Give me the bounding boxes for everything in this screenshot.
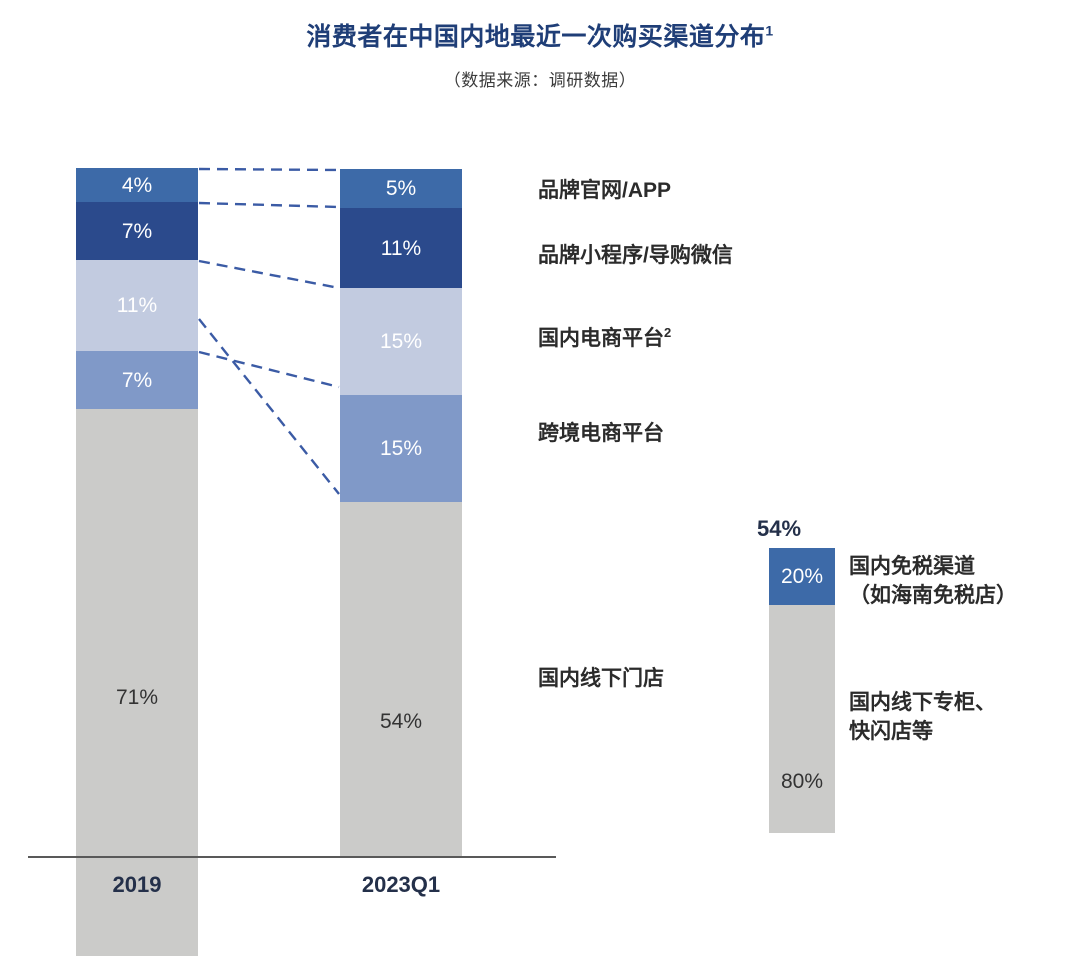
breakout-label-duty-free: 国内免税渠道 （如海南免税店） <box>849 555 1017 607</box>
x-axis-tick-2019: 2019 <box>112 872 162 897</box>
bar-segment-2019-cross-border-ecom[interactable]: 7% <box>76 351 198 409</box>
breakout-segment-value: 20% <box>780 565 824 588</box>
legend-label-domestic-ecom: 国内电商平台2 <box>538 325 671 352</box>
bar-segment-value: 7% <box>121 219 153 243</box>
bar-segment-value: 15% <box>379 437 423 460</box>
bar-segment-2023q1-domestic-ecom[interactable]: 15% <box>340 288 462 395</box>
legend-label-text: 跨境电商平台 <box>538 422 664 445</box>
legend-label-offline-store: 国内线下门店 <box>538 666 664 692</box>
bar-segment-2019-domestic-ecom[interactable]: 11% <box>76 260 198 351</box>
legend-label-text: 品牌官网/APP <box>538 179 672 202</box>
bar-segment-2023q1-offline-store[interactable]: 54% <box>340 502 462 856</box>
connector-line-4 <box>198 318 340 495</box>
connector-line-2 <box>198 259 340 290</box>
connector-line-3 <box>198 350 340 389</box>
legend-label-footnote-marker: 2 <box>664 325 672 340</box>
page-title-text: 消费者在中国内地最近一次购买渠道分布 <box>306 23 766 51</box>
bar-column-2023q1[interactable]: 5% 11% 15% 15% 54% <box>340 169 462 856</box>
breakout-segment-offline-counter[interactable]: 80% <box>769 605 835 833</box>
chart-subtitle: （数据来源：调研数据） <box>443 71 637 90</box>
page-title-footnote-marker: 1 <box>765 22 774 39</box>
breakout-segment-duty-free[interactable]: 20% <box>769 548 835 605</box>
bar-segment-2019-brand-miniprogram[interactable]: 7% <box>76 202 198 260</box>
x-axis-tick-2023q1: 2023Q1 <box>361 872 441 897</box>
bar-segment-2023q1-brand-site[interactable]: 5% <box>340 169 462 208</box>
plot-area: 4% 7% 11% 7% 71% 5% 11% 15% 15% 54% <box>28 167 1017 956</box>
bar-segment-value: 5% <box>385 177 417 200</box>
bar-segment-value: 7% <box>121 368 153 392</box>
bar-segment-2023q1-brand-miniprogram[interactable]: 11% <box>340 208 462 288</box>
connector-line-1 <box>198 201 340 209</box>
title-block: 消费者在中国内地最近一次购买渠道分布1 （数据来源：调研数据） <box>0 22 1080 91</box>
bar-segment-2019-brand-site[interactable]: 4% <box>76 168 198 202</box>
page-title: 消费者在中国内地最近一次购买渠道分布1 <box>0 22 1080 52</box>
legend-label-text: 品牌小程序/导购微信 <box>538 244 733 267</box>
breakout-bar[interactable]: 20% 80% <box>769 548 835 833</box>
bar-segment-value: 71% <box>115 686 159 709</box>
breakout-total-value: 54% <box>757 516 802 541</box>
bar-segment-value: 4% <box>121 173 153 197</box>
breakout-segment-value: 80% <box>780 769 824 793</box>
bar-segment-value: 11% <box>116 294 158 317</box>
bar-segment-2019-offline-store[interactable]: 71% <box>76 409 198 956</box>
legend-label-cross-border-ecom: 跨境电商平台 <box>538 421 664 447</box>
bar-segment-2023q1-cross-border-ecom[interactable]: 15% <box>340 395 462 502</box>
x-axis-line <box>28 856 556 858</box>
bar-segment-value: 11% <box>380 236 422 260</box>
bar-segment-value: 54% <box>379 709 423 733</box>
legend-label-brand-miniprogram: 品牌小程序/导购微信 <box>538 243 733 269</box>
legend-label-text: 国内线下门店 <box>538 667 664 690</box>
bar-segment-value: 15% <box>379 330 423 353</box>
legend-label-brand-site: 品牌官网/APP <box>538 178 671 204</box>
legend-label-text: 国内电商平台 <box>538 327 664 350</box>
breakout-label-offline-counter: 国内线下专柜、 快闪店等 <box>849 691 996 743</box>
bar-column-2019[interactable]: 4% 7% 11% 7% 71% <box>76 168 198 956</box>
connector-line-0 <box>198 167 340 172</box>
